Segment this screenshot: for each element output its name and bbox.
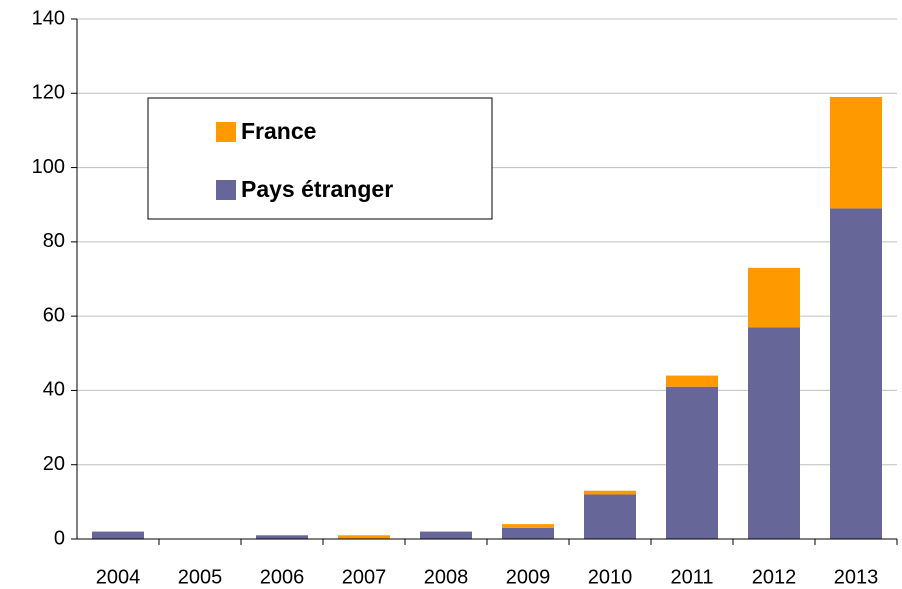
- bar-segment: [584, 490, 636, 495]
- bar-segment: [420, 531, 472, 539]
- x-tick-label: 2004: [96, 566, 141, 588]
- x-tick-label: 2009: [506, 566, 551, 588]
- legend-swatch: [216, 180, 236, 200]
- y-tick-label: 0: [54, 527, 65, 549]
- x-tick-label: 2005: [178, 566, 223, 588]
- y-tick-label: 20: [43, 453, 65, 475]
- bar-segment: [584, 494, 636, 539]
- bar-segment: [666, 375, 718, 387]
- y-tick-label: 80: [43, 230, 65, 252]
- x-tick-label: 2008: [424, 566, 469, 588]
- legend-label: Pays étranger: [241, 176, 393, 202]
- x-tick-label: 2012: [752, 566, 797, 588]
- bar-segment: [830, 208, 882, 539]
- bar-segment: [666, 386, 718, 539]
- y-tick-label: 40: [43, 379, 65, 401]
- legend-swatch: [216, 122, 236, 142]
- bar-segment: [92, 531, 144, 539]
- x-tick-label: 2007: [342, 566, 387, 588]
- y-tick-label: 120: [32, 82, 65, 104]
- bar-segment: [830, 97, 882, 209]
- bar-segment: [748, 267, 800, 328]
- x-tick-label: 2010: [588, 566, 633, 588]
- x-tick-label: 2011: [670, 566, 713, 588]
- bar-segment: [256, 535, 308, 539]
- y-tick-label: 140: [32, 7, 65, 29]
- y-tick-label: 100: [32, 156, 65, 178]
- x-tick-label: 2006: [260, 566, 305, 588]
- legend-label: France: [241, 118, 316, 144]
- x-tick-label: 2013: [834, 566, 879, 588]
- legend-box: [147, 97, 493, 220]
- bar-segment: [338, 535, 390, 539]
- bar-segment: [502, 524, 554, 528]
- bar-segment: [748, 327, 800, 539]
- y-tick-label: 60: [43, 304, 65, 326]
- bar-segment: [502, 527, 554, 539]
